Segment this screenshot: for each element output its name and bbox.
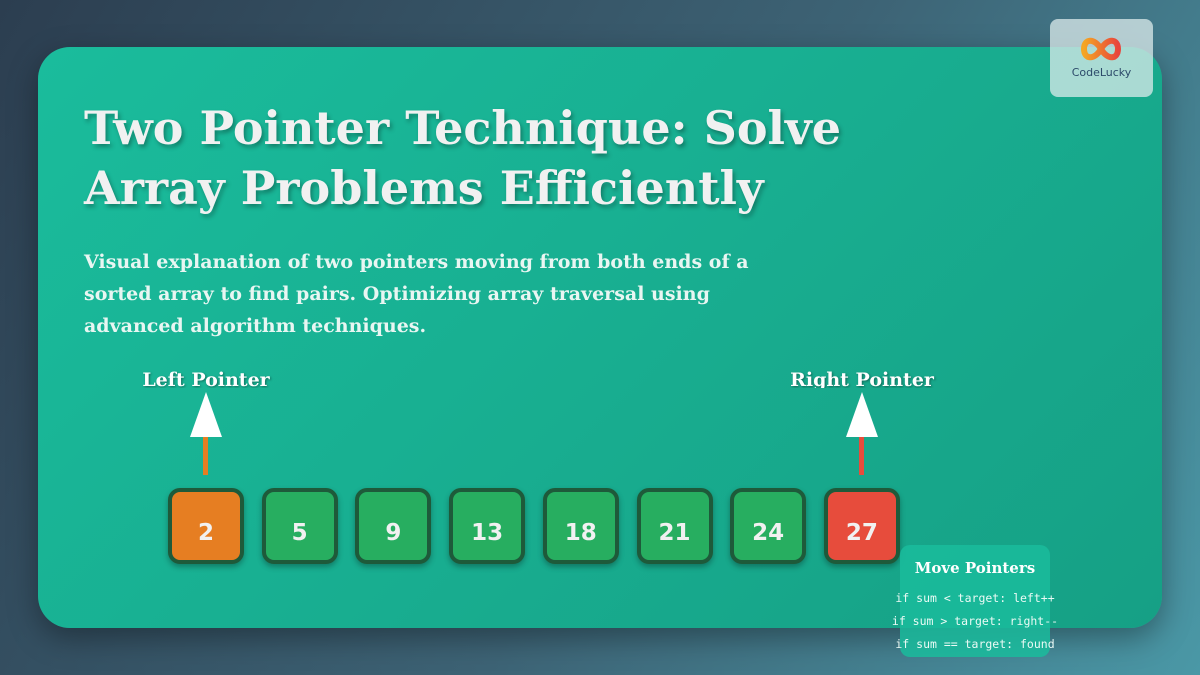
array-cell: 5: [261, 488, 338, 564]
array-cell: 24: [730, 488, 807, 564]
array-cell: 9: [355, 488, 432, 564]
page-title: Two Pointer Technique: Solve Array Probl…: [84, 101, 842, 215]
rule-line: if sum > target: right--: [891, 614, 1059, 628]
rule-line: if sum < target: left++: [895, 591, 1055, 605]
right-arrow-icon: [846, 392, 878, 437]
infinity-icon: [1080, 37, 1122, 61]
array-cell: 21: [636, 488, 713, 564]
left-arrow-stem: [203, 437, 208, 475]
codelucky-logo: CodeLucky: [1050, 19, 1153, 97]
rule-line: if sum == target: found: [895, 637, 1055, 651]
left-pointer-label: Left Pointer: [142, 369, 270, 388]
array-cell: 27: [823, 488, 900, 564]
right-arrow-stem: [859, 437, 864, 475]
left-arrow-icon: [190, 392, 222, 437]
right-pointer-label: Right Pointer: [790, 369, 934, 388]
move-pointers-panel: Move Pointers: [900, 545, 1050, 657]
array-cell: 2: [168, 488, 244, 564]
page-subtitle: Visual explanation of two pointers movin…: [84, 251, 749, 337]
array-cell: 18: [542, 488, 619, 564]
array-cell: 13: [449, 488, 526, 564]
move-pointers-title: Move Pointers: [914, 559, 1036, 577]
logo-text: CodeLucky: [1071, 66, 1132, 79]
